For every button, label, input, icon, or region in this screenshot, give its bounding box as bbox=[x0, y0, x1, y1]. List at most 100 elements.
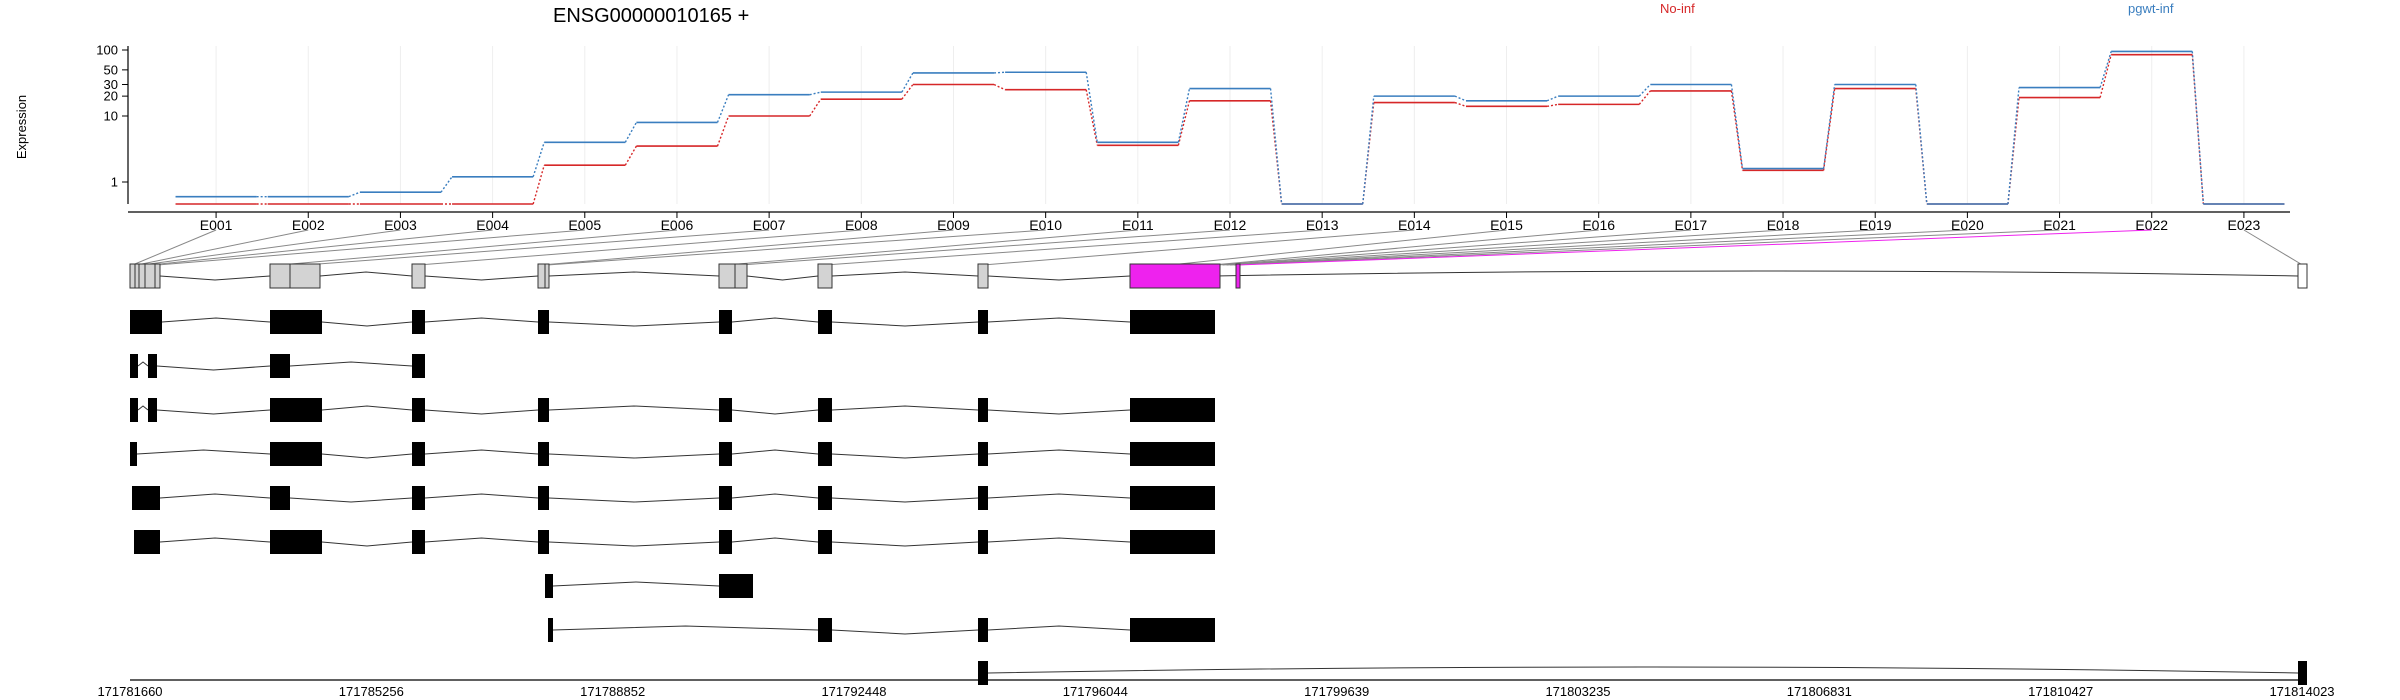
transcript-exon bbox=[978, 486, 988, 510]
series-connector bbox=[1638, 84, 1651, 97]
merged-exon bbox=[144, 263, 156, 289]
transcript-exon bbox=[538, 530, 549, 554]
transcript-exon bbox=[538, 310, 549, 334]
transcript-row bbox=[130, 398, 1215, 422]
x-tick-label: E013 bbox=[1306, 217, 1339, 233]
transcript-exon bbox=[412, 398, 425, 422]
merged-exon bbox=[269, 263, 291, 289]
merged-exon bbox=[129, 263, 136, 289]
exon-connector bbox=[1229, 229, 1968, 266]
x-tick-label: E018 bbox=[1767, 217, 1800, 233]
transcript-exon bbox=[148, 398, 157, 422]
transcript-row bbox=[130, 354, 425, 378]
series-connector bbox=[1362, 102, 1375, 205]
x-tick-label: E015 bbox=[1490, 217, 1523, 233]
series-connector bbox=[1454, 95, 1467, 102]
legend-pgwt-inf: pgwt-inf bbox=[2128, 1, 2174, 16]
exon-connector bbox=[418, 229, 862, 266]
merged-exon bbox=[1235, 263, 1241, 289]
x-tick-label: E011 bbox=[1122, 217, 1154, 233]
exon-connector bbox=[726, 229, 1138, 266]
transcript-exon bbox=[538, 398, 549, 422]
transcript-exon bbox=[130, 442, 137, 466]
x-tick-label: E017 bbox=[1675, 217, 1708, 233]
x-tick-label: E002 bbox=[292, 217, 325, 233]
transcript-exon bbox=[412, 530, 425, 554]
series-connector bbox=[716, 94, 730, 123]
series-connector bbox=[1822, 88, 1836, 171]
transcript-exon bbox=[130, 354, 138, 378]
y-tick-label: 20 bbox=[104, 89, 118, 104]
series-connector bbox=[1177, 100, 1191, 146]
x-tick-label: E023 bbox=[2228, 217, 2261, 233]
transcript-exon bbox=[818, 530, 832, 554]
exon-connector bbox=[1233, 229, 2060, 266]
merged-exon-highlighted bbox=[1129, 263, 1221, 289]
x-tick-label: E021 bbox=[2043, 217, 2076, 233]
series-connector bbox=[1177, 88, 1191, 143]
x-tick-label: E020 bbox=[1951, 217, 1984, 233]
transcript-exon bbox=[545, 574, 553, 598]
x-tick-label: E019 bbox=[1859, 217, 1892, 233]
y-tick-label: 50 bbox=[104, 62, 118, 77]
series-pgwt-inf bbox=[175, 50, 2285, 205]
genome-tick-label: 171799639 bbox=[1304, 684, 1369, 699]
merged-exon bbox=[154, 263, 161, 289]
transcript-exon bbox=[1130, 398, 1215, 422]
transcript-exon bbox=[548, 618, 553, 642]
merged-exon bbox=[138, 263, 146, 289]
transcript-exon bbox=[412, 310, 425, 334]
transcript-row bbox=[130, 442, 1215, 466]
exon-connector bbox=[141, 229, 401, 266]
series-connector bbox=[2099, 51, 2112, 88]
series-connector bbox=[901, 72, 914, 93]
merged-exon-track bbox=[129, 263, 2308, 289]
genome-tick-label: 171803235 bbox=[1545, 684, 1610, 699]
exon-connector bbox=[279, 229, 678, 266]
transcript-exon bbox=[2298, 661, 2307, 685]
series-connector bbox=[809, 91, 821, 96]
genome-tick-label: 171796044 bbox=[1063, 684, 1128, 699]
transcript-exon bbox=[132, 486, 160, 510]
transcript-row bbox=[548, 618, 1215, 642]
transcript-exon bbox=[130, 310, 162, 334]
transcript-exon bbox=[538, 486, 549, 510]
series-connector bbox=[1638, 90, 1651, 105]
transcript-exon bbox=[412, 486, 425, 510]
transcript-exon bbox=[818, 398, 832, 422]
series-connector bbox=[440, 176, 453, 193]
transcript-exon bbox=[818, 618, 832, 642]
exon-connector bbox=[982, 229, 1415, 266]
expression-series bbox=[175, 50, 2285, 205]
transcript-row bbox=[978, 661, 2307, 685]
series-connector bbox=[2099, 54, 2112, 98]
transcript-row bbox=[545, 574, 753, 598]
series-connector bbox=[993, 83, 1006, 91]
exon-connector bbox=[541, 229, 954, 266]
x-tick-label: E004 bbox=[476, 217, 509, 233]
exon-connector bbox=[157, 229, 585, 266]
transcript-exon bbox=[130, 398, 138, 422]
transcript-exon bbox=[719, 486, 732, 510]
transcript-row bbox=[132, 486, 1215, 510]
series-connector bbox=[624, 122, 638, 143]
transcript-exon bbox=[978, 530, 988, 554]
merged-exon bbox=[817, 263, 833, 289]
merged-exon bbox=[537, 263, 546, 289]
series-connector bbox=[901, 84, 914, 100]
exon-connector-lines bbox=[132, 229, 2303, 266]
series-connector bbox=[1269, 88, 1283, 205]
exon-connector bbox=[304, 229, 770, 266]
transcript-exon bbox=[1130, 618, 1215, 642]
transcript-exon bbox=[270, 442, 322, 466]
series-connector bbox=[1454, 101, 1467, 108]
transcript-exon bbox=[978, 310, 988, 334]
exon-connector bbox=[740, 229, 1231, 266]
transcript-exon bbox=[1130, 310, 1215, 334]
chart-title: ENSG00000010165 + bbox=[553, 5, 749, 27]
x-tick-label: E012 bbox=[1214, 217, 1247, 233]
transcript-exon bbox=[412, 354, 425, 378]
exon-connector bbox=[132, 229, 217, 266]
